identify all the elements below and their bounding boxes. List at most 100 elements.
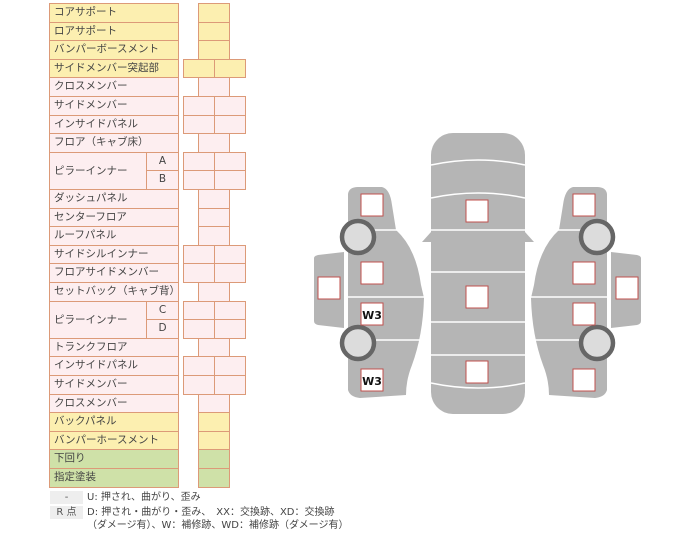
- row-label: ルーフパネル: [49, 226, 179, 246]
- row-label: サイドメンバー: [49, 96, 179, 116]
- input-cell-left[interactable]: [183, 245, 215, 264]
- input-cell-left[interactable]: [183, 263, 215, 283]
- input-cell[interactable]: [198, 282, 230, 302]
- legend-key-dash: -: [50, 491, 83, 504]
- row-sublabel: A: [146, 152, 179, 171]
- damage-mark-box[interactable]: [317, 276, 341, 300]
- damage-mark-box[interactable]: [572, 302, 596, 326]
- input-cell[interactable]: [198, 133, 230, 153]
- input-cell[interactable]: [198, 449, 230, 469]
- damage-mark-box[interactable]: [465, 360, 489, 384]
- panel-line: [430, 159, 526, 166]
- input-cell-left[interactable]: [183, 170, 215, 190]
- row-label: フロアサイドメンバー: [49, 263, 179, 283]
- input-cell[interactable]: [198, 3, 230, 23]
- input-cell-left[interactable]: [183, 375, 215, 395]
- car-right-side: [529, 187, 641, 398]
- car-center-body: [431, 133, 525, 414]
- damage-mark-text: W3: [362, 309, 382, 322]
- row-label: トランクフロア: [49, 338, 179, 357]
- damage-mark-box[interactable]: [465, 285, 489, 309]
- damage-marks: W3 W3: [317, 193, 639, 392]
- input-cell[interactable]: [198, 22, 230, 41]
- row-label: バンパーホースメント: [49, 431, 179, 450]
- row-sublabel: C: [146, 301, 179, 320]
- left-side-body: [348, 187, 424, 398]
- input-cell[interactable]: [198, 40, 230, 60]
- input-cell-left[interactable]: [183, 115, 215, 134]
- input-cell-left[interactable]: [183, 152, 215, 171]
- damage-mark-box[interactable]: [615, 276, 639, 300]
- row-label: サイドメンバー: [49, 375, 179, 395]
- row-sublabel: D: [146, 319, 179, 339]
- legend-key-r-point: R 点: [50, 506, 83, 519]
- row-label: バックパネル: [49, 412, 179, 432]
- damage-mark-box[interactable]: [360, 261, 384, 285]
- input-cell-right[interactable]: [214, 152, 246, 171]
- legend-text-d-cont: （ダメージ有）、W：補修跡、WD：補修跡（ダメージ有）: [87, 520, 349, 531]
- damage-mark-box[interactable]: [572, 193, 596, 217]
- row-label: セットバック（キャブ背）: [49, 282, 180, 302]
- row-label: サイドメンバー突起部: [49, 59, 179, 78]
- damage-mark-text: W3: [362, 375, 382, 388]
- input-cell[interactable]: [198, 226, 230, 246]
- row-label: センターフロア: [49, 208, 179, 227]
- row-label: バンパーボースメント: [49, 40, 179, 60]
- damage-mark-box[interactable]: [465, 199, 489, 223]
- input-cell[interactable]: [198, 431, 230, 450]
- input-cell[interactable]: [198, 468, 230, 488]
- legend-text-u: U: 押され、曲がり、歪み: [87, 492, 201, 503]
- row-label: コアサポート: [49, 3, 179, 23]
- damage-mark-box[interactable]: [360, 302, 384, 326]
- input-cell-right[interactable]: [214, 170, 246, 190]
- row-label: ダッシュパネル: [49, 189, 179, 209]
- row-label: サイドシルインナー: [49, 245, 179, 264]
- input-cell[interactable]: [198, 394, 230, 413]
- row-label: インサイドパネル: [49, 356, 179, 376]
- legend-text-d: D: 押され・曲がり・歪み、 XX：交換跡、XD：交換跡: [87, 507, 335, 518]
- input-cell-right[interactable]: [214, 356, 246, 376]
- row-label: クロスメンバー: [49, 77, 179, 97]
- input-cell-left[interactable]: [183, 319, 215, 339]
- panel-line: [430, 382, 526, 389]
- damage-mark-box[interactable]: [572, 261, 596, 285]
- damage-mark-box[interactable]: [360, 193, 384, 217]
- wheel-icon: [578, 324, 616, 362]
- input-cell-right[interactable]: [214, 96, 246, 116]
- car-top-view: [422, 133, 534, 414]
- right-door: [611, 252, 641, 328]
- panel-line: [430, 192, 526, 199]
- row-sublabel: B: [146, 170, 179, 190]
- input-cell[interactable]: [198, 208, 230, 227]
- right-side-body: [531, 187, 607, 398]
- wheel-icon: [339, 218, 377, 256]
- input-cell-right[interactable]: [214, 245, 246, 264]
- input-cell-left[interactable]: [183, 96, 215, 116]
- left-door: [314, 252, 344, 328]
- input-cell-left[interactable]: [183, 59, 215, 78]
- row-label: フロア（キャブ床）: [49, 133, 179, 153]
- damage-mark-box[interactable]: [360, 368, 384, 392]
- input-cell-left[interactable]: [183, 301, 215, 320]
- input-cell[interactable]: [198, 77, 230, 97]
- input-cell-right[interactable]: [214, 319, 246, 339]
- mirror-right: [525, 232, 534, 242]
- car-left-side: [314, 187, 426, 398]
- input-cell-right[interactable]: [214, 59, 246, 78]
- row-label: 下回り: [49, 449, 179, 469]
- row-label: ピラーインナー: [49, 301, 147, 339]
- input-cell-right[interactable]: [214, 375, 246, 395]
- input-cell[interactable]: [198, 412, 230, 432]
- row-label: インサイドパネル: [49, 115, 179, 134]
- input-cell[interactable]: [198, 189, 230, 209]
- input-cell-right[interactable]: [214, 263, 246, 283]
- wheel-icon: [578, 218, 616, 256]
- row-label: ロアサポート: [49, 22, 179, 41]
- input-cell-right[interactable]: [214, 115, 246, 134]
- mirror-left: [422, 232, 431, 242]
- row-label: ピラーインナー: [49, 152, 147, 190]
- input-cell-left[interactable]: [183, 356, 215, 376]
- damage-mark-box[interactable]: [572, 368, 596, 392]
- input-cell-right[interactable]: [214, 301, 246, 320]
- input-cell[interactable]: [198, 338, 230, 357]
